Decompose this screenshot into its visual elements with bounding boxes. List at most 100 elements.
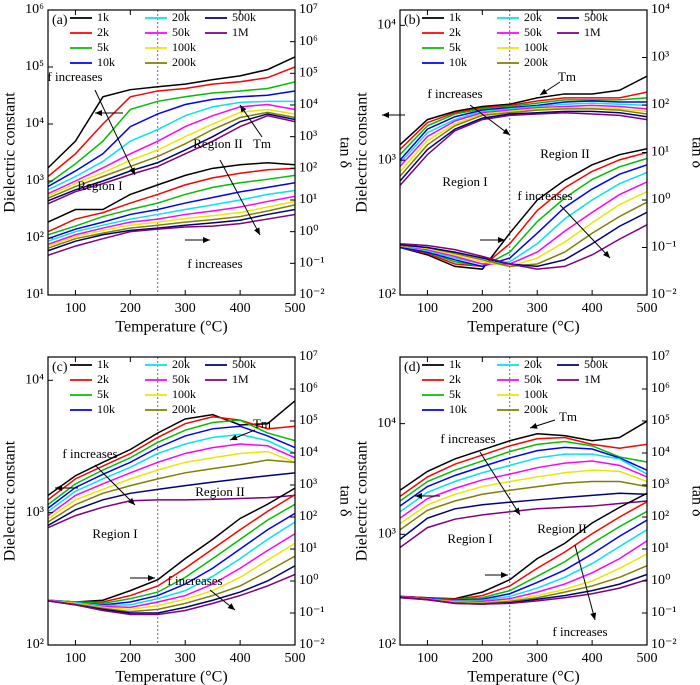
annotation: Region II — [195, 484, 244, 499]
tan-delta-line — [48, 167, 295, 233]
arrow-head — [530, 423, 538, 429]
tan-delta-line — [48, 542, 295, 611]
legend-label: 20k — [172, 10, 190, 24]
tan-delta-line — [400, 224, 647, 270]
dielectric-line — [400, 446, 647, 507]
arrow-head — [501, 572, 508, 578]
annotation: Region II — [193, 136, 242, 151]
dielectric-line — [48, 103, 295, 195]
dielectric-line — [400, 104, 647, 167]
dielectric-line — [400, 436, 647, 498]
arrow-head — [230, 434, 238, 441]
annotation: f increases — [440, 431, 495, 446]
y2-tick-label: 10⁻² — [651, 637, 677, 652]
y2-tick-label: 10⁵ — [299, 413, 318, 428]
dielectric-line — [400, 492, 647, 540]
arrow-head — [227, 603, 235, 610]
dielectric-line — [48, 450, 295, 520]
y-tick-label: 10⁴ — [25, 116, 44, 131]
x-tick-label: 100 — [417, 651, 438, 666]
tan-delta-line — [48, 573, 295, 616]
tan-delta-line — [48, 182, 295, 240]
tan-delta-line — [400, 148, 647, 270]
legend-label: 500k — [584, 357, 608, 371]
x-tick-label: 400 — [230, 301, 251, 316]
legend-label: 50k — [524, 25, 542, 39]
y-axis-title: Dielectric constant — [2, 92, 19, 213]
tan-delta-line — [48, 200, 295, 247]
y2-tick-label: 10⁷ — [299, 2, 318, 17]
tan-delta-line — [400, 190, 647, 268]
annotation: f increases — [517, 188, 572, 203]
y-tick-label: 10⁴ — [25, 373, 44, 388]
y-tick-label: 10⁵ — [25, 59, 44, 74]
x-tick-label: 400 — [582, 301, 603, 316]
tan-delta-line — [48, 195, 295, 245]
legend-label: 50k — [524, 372, 542, 386]
y2-tick-label: 10⁴ — [651, 445, 670, 460]
x-tick-label: 100 — [65, 301, 86, 316]
y2-tick-label: 10⁷ — [651, 349, 670, 364]
y2-tick-label: 10⁴ — [299, 445, 318, 460]
x-tick-label: 500 — [285, 301, 306, 316]
dielectric-line — [48, 443, 295, 517]
tan-delta-line — [48, 503, 295, 605]
y-tick-label: 10² — [378, 637, 396, 652]
panel-label: (b) — [404, 13, 421, 28]
y-tick-label: 10³ — [378, 152, 396, 167]
dielectric-line — [400, 110, 647, 182]
y2-tick-label: 10³ — [651, 477, 669, 492]
annotation: f increases — [187, 256, 242, 271]
y-axis-title: Dielectric constant — [2, 440, 19, 561]
arrow — [574, 544, 596, 621]
y2-tick-label: 10⁶ — [651, 381, 670, 396]
arrow-head — [203, 237, 210, 243]
x-tick-label: 300 — [175, 651, 196, 666]
x-tick-label: 500 — [637, 301, 658, 316]
dielectric-line — [400, 108, 647, 177]
legend-label: 10k — [97, 55, 115, 69]
x-tick-label: 500 — [285, 651, 306, 666]
arrow — [94, 464, 136, 506]
dielectric-line — [400, 97, 647, 156]
x-tick-label: 200 — [472, 301, 493, 316]
arrow-head — [382, 112, 389, 118]
y2-tick-label: 10⁴ — [651, 2, 670, 17]
plot-frame — [399, 356, 648, 646]
dielectric-line — [400, 440, 647, 502]
arrow-head — [603, 250, 610, 258]
arrow-head — [254, 227, 260, 235]
legend-label: 5k — [449, 387, 461, 401]
tan-delta-line — [400, 171, 647, 265]
arrow-head — [513, 507, 520, 515]
annotation: f increases — [47, 69, 102, 84]
arrow-head — [240, 105, 247, 113]
y2-tick-label: 10⁻¹ — [651, 240, 677, 255]
dielectric-line — [400, 102, 647, 164]
legend-label: 20k — [524, 10, 542, 24]
arrow-head — [415, 493, 422, 499]
y2-axis-title: tan δ — [688, 485, 700, 516]
tan-delta-line — [48, 162, 295, 223]
dielectric-line — [400, 106, 647, 173]
dielectric-line — [48, 100, 295, 191]
x-axis-title: Temperature (°C) — [115, 669, 227, 685]
arrow — [559, 204, 611, 259]
y2-axis-title: tan δ — [336, 137, 353, 168]
y2-tick-label: 10⁷ — [299, 349, 318, 364]
arrow — [219, 159, 261, 236]
legend-label: 10k — [449, 55, 467, 69]
dielectric-line — [48, 113, 295, 202]
x-axis-title: Temperature (°C) — [115, 319, 227, 336]
y2-tick-label: 10¹ — [651, 145, 669, 160]
panel-label: (c) — [52, 360, 68, 375]
y2-tick-label: 10² — [299, 161, 317, 176]
dielectric-line — [48, 419, 295, 506]
arrow — [94, 89, 136, 176]
tan-delta-line — [48, 189, 295, 242]
arrow-head — [55, 485, 62, 491]
legend-label: 200k — [524, 55, 548, 69]
dielectric-line — [400, 500, 647, 549]
y2-tick-label: 10⁰ — [651, 573, 671, 588]
legend-label: 500k — [232, 10, 256, 24]
